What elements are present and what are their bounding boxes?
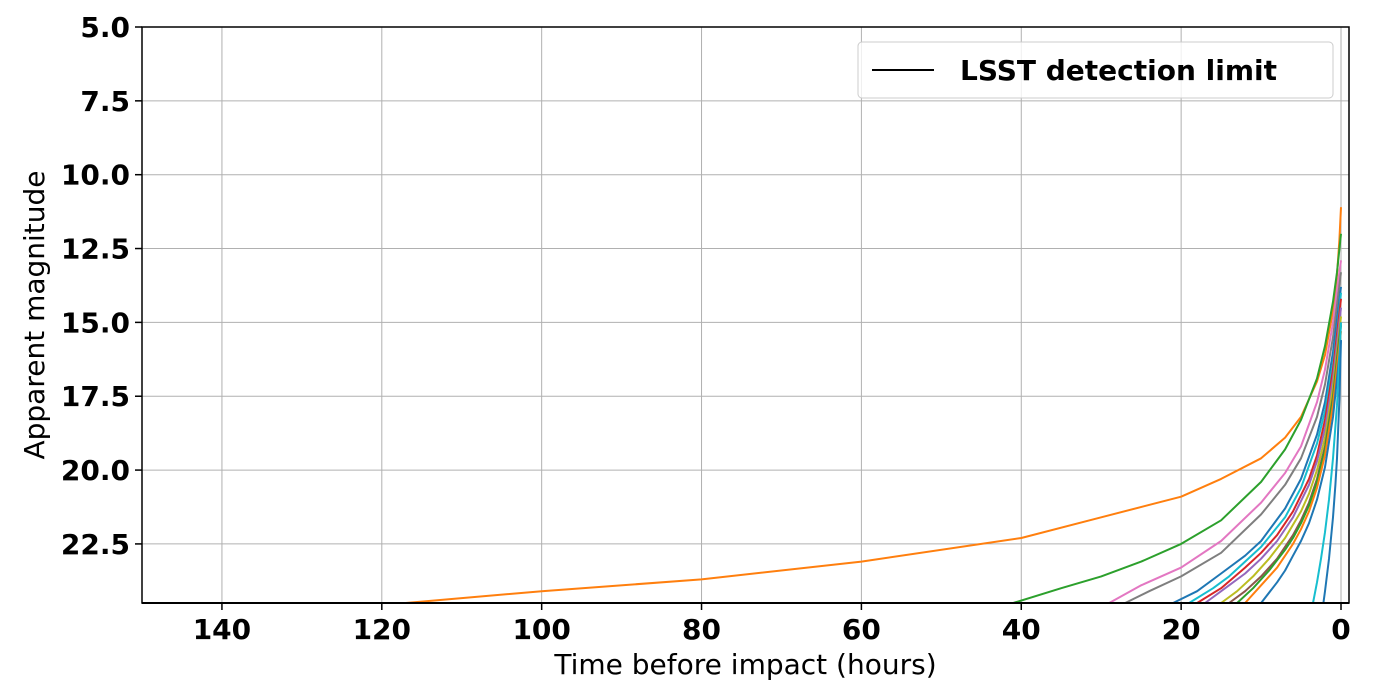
- y-tick-label: 10.0: [61, 159, 130, 192]
- y-tick-label: 7.5: [80, 85, 130, 118]
- series-layer: [405, 207, 1342, 604]
- y-tick-label: 15.0: [61, 306, 130, 339]
- series-line: [1312, 322, 1342, 604]
- x-tick-label: 100: [512, 613, 570, 646]
- series-line: [1108, 260, 1342, 604]
- x-ticks: 140 120 100 80 60 40 20 0: [193, 603, 1351, 646]
- series-line: [1013, 233, 1342, 604]
- legend-label-detection-limit: LSST detection limit: [960, 54, 1277, 87]
- series-line: [1322, 340, 1342, 604]
- x-tick-label: 20: [1162, 613, 1201, 646]
- x-tick-label: 0: [1331, 613, 1350, 646]
- x-tick-label: 40: [1002, 613, 1041, 646]
- series-line: [1244, 331, 1342, 604]
- y-ticks: 5.0 7.5 10.0 12.5 15.0 17.5 20.0 22.5: [61, 11, 142, 561]
- series-line: [1260, 339, 1342, 604]
- y-tick-label: 5.0: [80, 11, 130, 44]
- plot-frame: [141, 26, 1350, 604]
- x-axis-label: Time before impact (hours): [553, 648, 936, 681]
- x-tick-label: 60: [842, 613, 881, 646]
- series-line: [1124, 272, 1342, 604]
- grid: [142, 26, 1349, 603]
- legend: LSST detection limit: [857, 41, 1334, 99]
- y-tick-label: 20.0: [61, 454, 130, 487]
- y-tick-label: 12.5: [61, 233, 130, 266]
- series-line: [1172, 286, 1342, 604]
- x-tick-label: 140: [193, 613, 251, 646]
- y-axis-label: Apparent magnitude: [18, 170, 51, 459]
- y-tick-label: 17.5: [61, 380, 130, 413]
- legend-box: [857, 41, 1334, 99]
- x-tick-label: 120: [353, 613, 411, 646]
- x-tick-label: 80: [682, 613, 721, 646]
- y-tick-label: 22.5: [61, 528, 130, 561]
